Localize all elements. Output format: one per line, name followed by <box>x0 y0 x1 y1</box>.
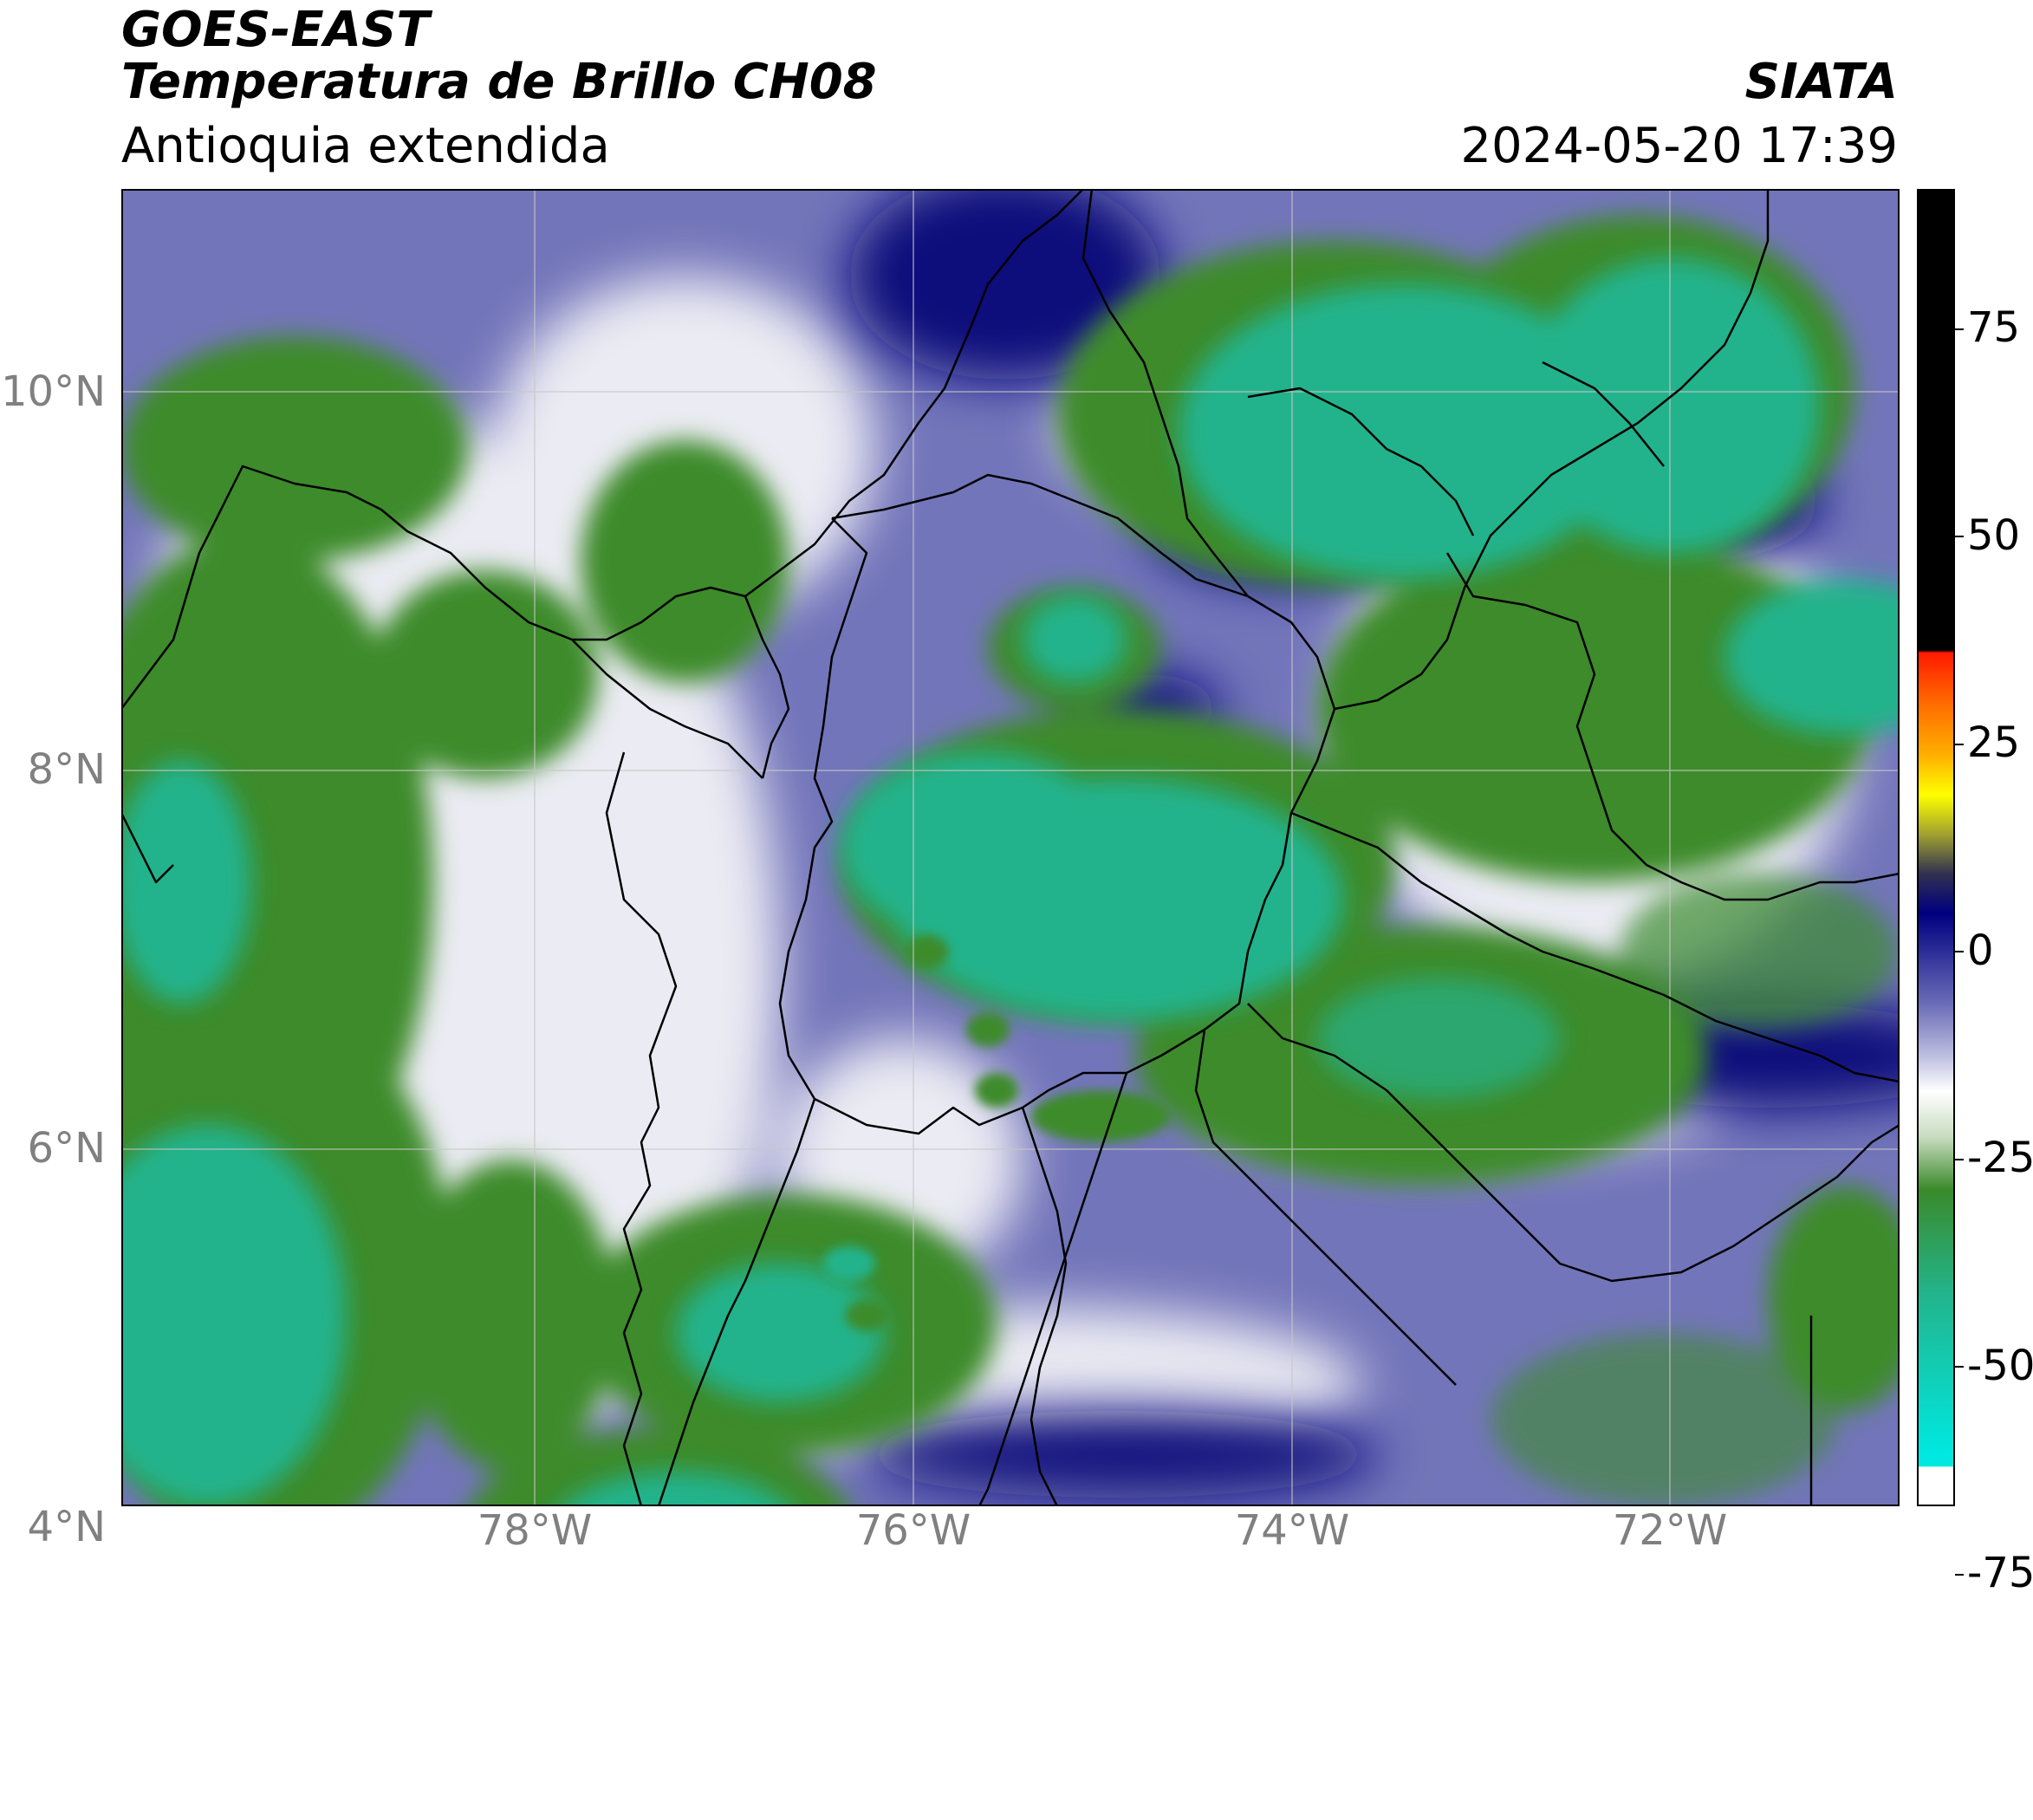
subtitle-region: Antioquia extendida <box>121 118 610 174</box>
cbar-label-minus50: -50 <box>1967 1342 2033 1390</box>
dept-border-8 <box>657 1098 816 1506</box>
title-product: Temperatura de Brillo CH08 <box>121 54 877 110</box>
lat-label-6: 6°N <box>27 1124 106 1173</box>
panama-colombia-border <box>571 639 763 779</box>
lon-label-78: 78°W <box>477 1506 593 1555</box>
cbar-tick-minus25 <box>1955 1159 1964 1160</box>
dept-border-5 <box>978 1072 1128 1506</box>
satellite-map <box>121 189 1900 1506</box>
cbar-label-25: 25 <box>1967 718 2021 767</box>
cbar-label-50: 50 <box>1967 511 2021 560</box>
dept-border-2 <box>1334 189 1770 711</box>
cbar-tick-minus75 <box>1955 1574 1964 1576</box>
map-frame <box>121 189 1900 1506</box>
lon-label-72: 72°W <box>1612 1506 1728 1555</box>
lat-label-8: 8°N <box>27 745 106 794</box>
cbar-tick-50 <box>1955 536 1964 537</box>
small-cells <box>823 934 1170 1331</box>
dept-border-11 <box>1247 387 1475 536</box>
antioquia-border <box>778 473 1336 1135</box>
teal-cores <box>121 258 1900 1506</box>
colorbar <box>1917 189 1955 1506</box>
dept-border-12 <box>1542 361 1665 467</box>
cbar-tick-0 <box>1955 951 1964 952</box>
coastline-pacific <box>121 751 678 1506</box>
lon-label-74: 74°W <box>1234 1506 1350 1555</box>
title-satellite: GOES-EAST <box>121 2 430 58</box>
dept-border-6 <box>1247 1003 1900 1283</box>
cbar-label-0: 0 <box>1967 926 1994 975</box>
dept-border-1 <box>1081 189 1249 597</box>
dept-border-7 <box>1021 1107 1068 1506</box>
cbar-label-minus75: -75 <box>1967 1549 2033 1597</box>
lon-label-76: 76°W <box>855 1506 971 1555</box>
coastline-gulf-uraba <box>744 595 790 779</box>
dept-border-3 <box>1445 552 1900 901</box>
gridlines <box>121 189 1900 1506</box>
cbar-tick-75 <box>1955 328 1964 330</box>
coastline-caribbean <box>121 189 1084 710</box>
lat-label-10: 10°N <box>1 367 106 416</box>
cbar-label-75: 75 <box>1967 303 2021 352</box>
org-label: SIATA <box>1744 54 1898 110</box>
borders <box>121 189 1900 1506</box>
colorbar-fill <box>1917 189 1955 1506</box>
datetime-label: 2024-05-20 17:39 <box>1460 118 1898 174</box>
lat-label-4: 4°N <box>27 1503 106 1551</box>
cbar-tick-minus50 <box>1955 1366 1964 1368</box>
cbar-label-minus25: -25 <box>1967 1134 2033 1182</box>
dept-border-9 <box>1194 1029 1457 1386</box>
cbar-tick-25 <box>1955 744 1964 745</box>
dept-border-4 <box>1290 811 1900 1083</box>
